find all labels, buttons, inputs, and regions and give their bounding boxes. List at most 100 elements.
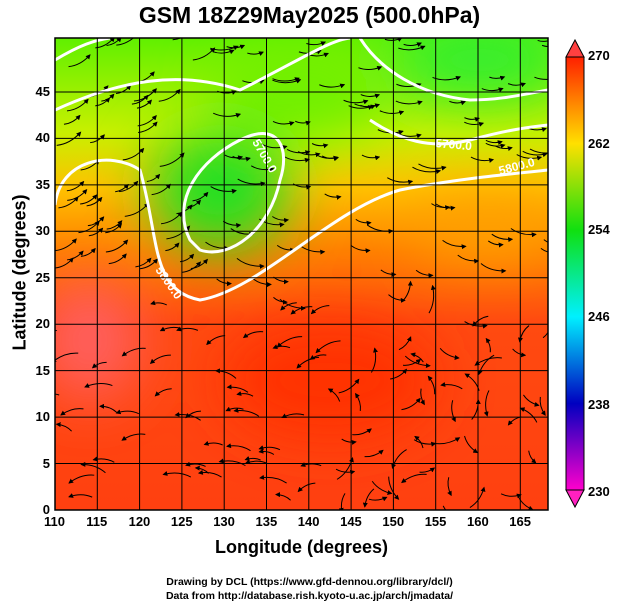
y-tick-label: 30 [35,223,50,239]
x-tick-label: 125 [170,514,193,529]
streamline [165,242,180,252]
streamline [371,480,393,496]
streamline [105,239,129,253]
streamline [272,120,295,127]
streamline [55,352,79,363]
streamline [338,378,360,394]
streamline [403,42,422,47]
streamline [236,257,265,269]
streamline [512,348,527,358]
streamline [510,228,537,238]
streamline [388,476,400,500]
streamline [55,393,60,396]
streamline [457,254,480,264]
y-axis-label: Latitude (degrees) [9,194,30,351]
streamline [68,493,93,498]
streamline [523,394,540,407]
streamline [404,355,431,369]
streamline [242,331,264,339]
x-tick-label: 130 [213,514,235,529]
streamline [354,103,381,109]
streamline [327,388,341,402]
colorbar-min-triangle [565,489,585,509]
streamline [67,189,88,201]
streamline [396,83,422,88]
plot-frame [54,37,549,511]
streamline [449,100,466,106]
streamline [420,388,425,406]
streamline [319,83,346,89]
streamline [226,44,246,50]
y-tick-label: 35 [35,176,50,192]
streamline [442,505,447,510]
streamline [181,261,202,273]
streamline [440,382,463,390]
streamline [213,112,242,118]
streamline [414,435,424,449]
streamline [80,461,106,474]
streamline [91,361,107,369]
streamline [84,383,113,388]
streamline [244,455,261,461]
streamline [244,459,268,465]
streamline [80,194,98,205]
colorbar-tick: 230 [588,484,610,499]
streamline [321,155,340,162]
streamline [86,196,103,207]
streamline [427,375,436,395]
streamline [483,390,490,417]
x-axis-label: Longitude (degrees) [214,537,388,557]
streamline [226,443,251,452]
map-title: GSM 18Z29May2025 (500.0hPa) [138,2,481,28]
streamline [296,356,320,369]
streamline [418,163,447,171]
streamline [419,467,436,473]
streamline [197,469,222,478]
contour-line [55,158,548,302]
colorbar-tick: 246 [588,309,610,324]
streamline [276,336,303,348]
streamline [286,148,311,156]
streamline [172,38,182,41]
streamline [335,468,356,475]
streamline [352,428,372,436]
streamline [380,269,397,278]
streamline [176,326,199,332]
streamline [537,39,548,42]
streamline [121,433,146,441]
x-tick-label: 110 [44,514,65,529]
y-tick-label: 45 [35,83,50,99]
streamline [401,473,427,484]
streamline [250,165,275,172]
streamline [218,458,246,467]
streamline [116,38,135,46]
streamline [368,496,388,502]
streamline [415,269,434,279]
streamline [275,492,291,501]
streamline [480,263,507,274]
x-tick-label: 140 [297,514,320,529]
streamline [485,337,491,353]
streamline [154,388,172,397]
streamline [162,471,192,478]
streamline [364,449,384,458]
streamline [401,397,421,411]
streamline [150,300,167,306]
streamline [500,493,522,499]
streamline [516,154,543,161]
streamline [410,352,424,363]
x-tick-label: 155 [424,514,447,529]
streamline [174,411,201,421]
streamline [469,486,486,508]
streamline [87,216,105,227]
colorbar [565,38,585,509]
streamline [158,88,181,102]
streamline [336,457,354,480]
streamline [464,435,479,454]
streamline [119,180,139,193]
streamline [447,477,452,497]
x-tick-label: 115 [86,514,108,529]
streamline [224,154,244,161]
streamline [412,166,442,175]
x-tick-label: 150 [382,514,405,529]
